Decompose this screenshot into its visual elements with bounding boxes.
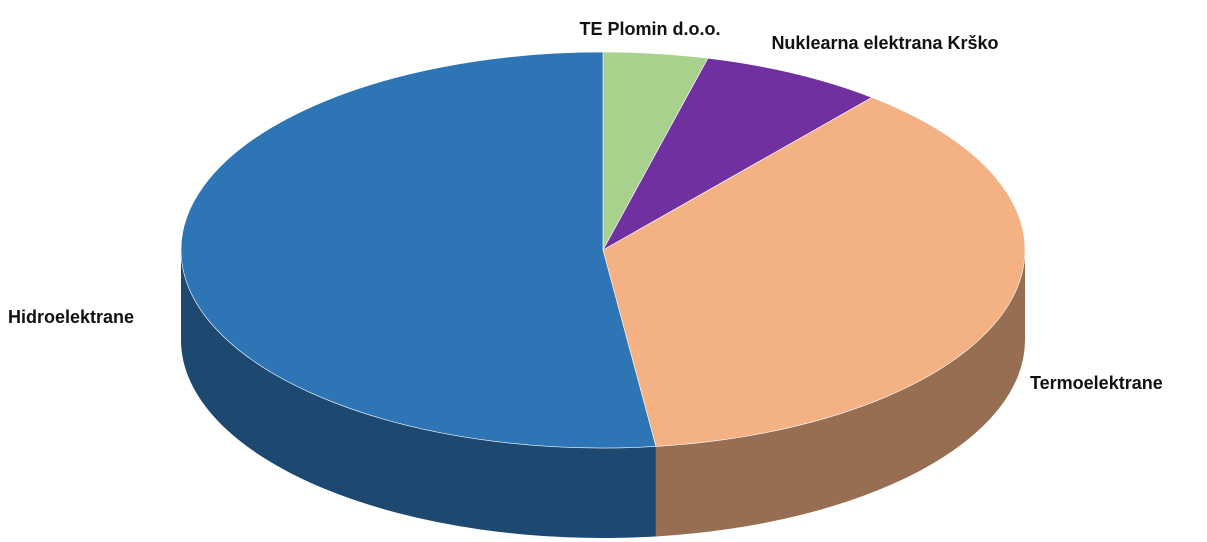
slice-side (655, 250, 1025, 537)
slice (602, 97, 1026, 447)
slice (180, 51, 657, 449)
slice-label: Nuklearna elektrana Krško (771, 33, 999, 53)
slice (602, 57, 873, 251)
slice-label: Hidroelektrane (8, 307, 135, 327)
slice-label: TE Plomin d.o.o. (579, 19, 721, 39)
slice-label: Termoelektrane (1030, 373, 1163, 393)
slice-side (181, 250, 656, 539)
